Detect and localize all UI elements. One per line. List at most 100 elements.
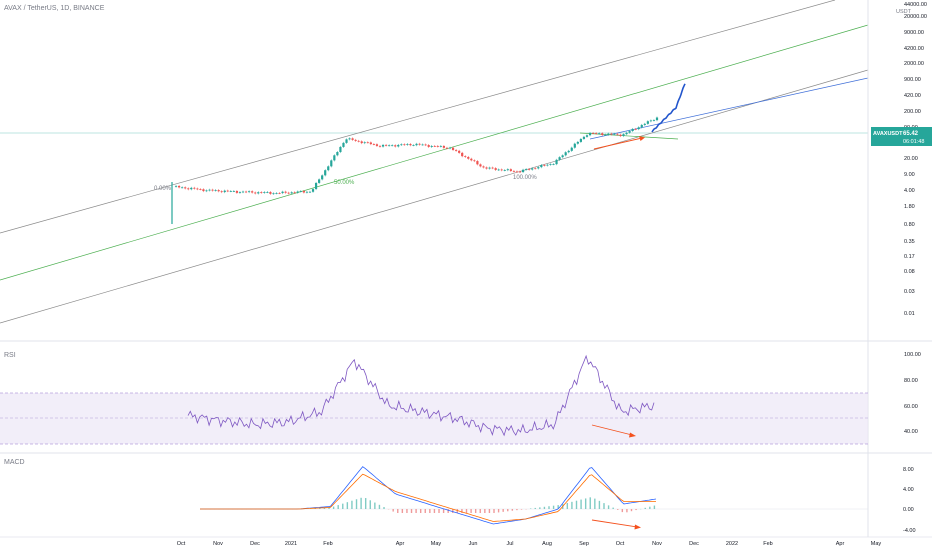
price-tag (871, 127, 932, 146)
candle-body (391, 145, 394, 147)
candle-body (372, 144, 376, 145)
candle-body (476, 161, 479, 165)
macd-histogram-bar (630, 509, 633, 512)
macd-scale-tick: 8.00 (903, 467, 914, 473)
macd-histogram-bar (529, 508, 532, 509)
candle-body (430, 145, 433, 147)
candle-body (564, 152, 567, 156)
candle-body (351, 138, 354, 140)
candle-body (299, 191, 302, 192)
macd-histogram-bar (571, 501, 573, 509)
time-axis-tick: Nov (213, 541, 223, 547)
macd-histogram-bar (607, 505, 610, 509)
time-axis[interactable]: Oct Nov Dec 2021 Feb Apr May Jun Jul Aug Sep Oct Nov… (177, 541, 882, 547)
macd-divergence-arrow (591, 519, 638, 528)
candle-body (409, 144, 412, 146)
rsi-arrowhead (629, 432, 636, 438)
macd-histogram-bar (433, 509, 436, 513)
macd-histogram-bar (447, 509, 449, 513)
macd-histogram-bar (635, 509, 637, 511)
candle-body (537, 167, 540, 169)
trend-line[interactable] (589, 77, 869, 140)
candle-body (619, 134, 622, 137)
candle-body (281, 191, 284, 194)
macd-histogram-bar (314, 508, 316, 509)
candle-body (375, 144, 379, 146)
price-scale-tick: 900.00 (904, 77, 921, 83)
candle-body (184, 187, 187, 189)
candle-body (254, 192, 257, 194)
candle-body (272, 193, 275, 195)
candle-body (293, 192, 296, 194)
candle-body (433, 145, 436, 147)
candlestick-series (171, 116, 659, 224)
candle-body (534, 168, 537, 170)
price-divergence-arrow (593, 137, 643, 150)
candle-body (491, 167, 494, 169)
candle-body (652, 120, 656, 121)
price-scale-tick: 0.08 (904, 269, 915, 275)
candle-body (342, 142, 345, 147)
macd-histogram-bar (594, 498, 596, 509)
candle-body (604, 134, 607, 136)
macd-histogram-bar (584, 498, 587, 509)
candle-body (357, 140, 360, 142)
candle-body (488, 167, 491, 169)
channel-middle-line[interactable] (0, 24, 869, 281)
candle-body (561, 155, 564, 158)
candle-body (543, 165, 546, 166)
candle-body (360, 141, 363, 144)
candle-body (287, 192, 290, 194)
macd-histogram-bar (410, 509, 413, 513)
fib-100-label: 100.00% (513, 175, 537, 181)
macd-histogram-bar (406, 509, 408, 513)
time-axis-tick: Nov (652, 541, 662, 547)
channel-lower-line[interactable] (0, 69, 869, 324)
macd-histogram-bar (456, 509, 459, 513)
candle-body (591, 132, 595, 134)
time-axis-tick: May (871, 541, 882, 547)
candle-body (622, 134, 625, 137)
macd-histogram-bar (580, 499, 582, 509)
macd-histogram-bar (397, 509, 399, 513)
candle-body (226, 190, 229, 192)
rsi-line (187, 354, 655, 437)
candle-body (442, 145, 446, 148)
candle-body (308, 191, 312, 193)
candle-body (461, 152, 464, 157)
candle-body (467, 156, 470, 159)
candle-body (305, 191, 309, 193)
time-axis-tick: Jul (506, 541, 513, 547)
candle-body (473, 160, 476, 162)
candle-body (512, 170, 516, 172)
price-scale-tick: 200.00 (904, 109, 921, 115)
rsi-divergence-arrow (591, 424, 633, 436)
candle-body (646, 121, 649, 124)
candle-body (506, 169, 509, 171)
candle-body (223, 190, 226, 193)
candle-body (208, 189, 211, 191)
fib-50-label: 50.00% (334, 180, 355, 186)
macd-histogram-bar (557, 505, 559, 509)
candle-body (555, 159, 558, 165)
macd-histogram-bar (493, 509, 495, 513)
macd-scale-tick: 0.00 (903, 507, 914, 513)
candle-body (388, 145, 391, 147)
macd-histogram-bar (383, 507, 385, 509)
candle-body (482, 166, 485, 168)
candle-body (415, 143, 418, 146)
channel-upper-line[interactable] (0, 0, 836, 234)
macd-histogram-bar (520, 509, 523, 510)
candle-body (424, 144, 427, 146)
macd-histogram-bar (374, 502, 376, 509)
candle-body (278, 193, 281, 194)
candle-body (296, 191, 299, 193)
candle-body (177, 185, 181, 188)
ticker-tag: AVAXUSDT (873, 131, 903, 137)
candle-body (235, 191, 239, 193)
candle-body (421, 144, 424, 146)
price-scale-tick: 2000.00 (904, 61, 924, 67)
macd-histogram-bar (598, 500, 601, 509)
price-scale-tick: 0.03 (904, 289, 915, 295)
